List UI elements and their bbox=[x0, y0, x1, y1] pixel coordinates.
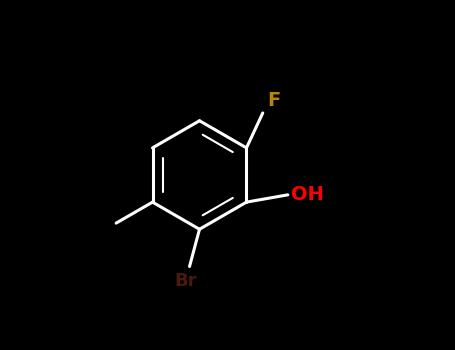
Text: F: F bbox=[267, 91, 280, 110]
Text: OH: OH bbox=[291, 186, 324, 204]
Text: Br: Br bbox=[175, 272, 197, 290]
